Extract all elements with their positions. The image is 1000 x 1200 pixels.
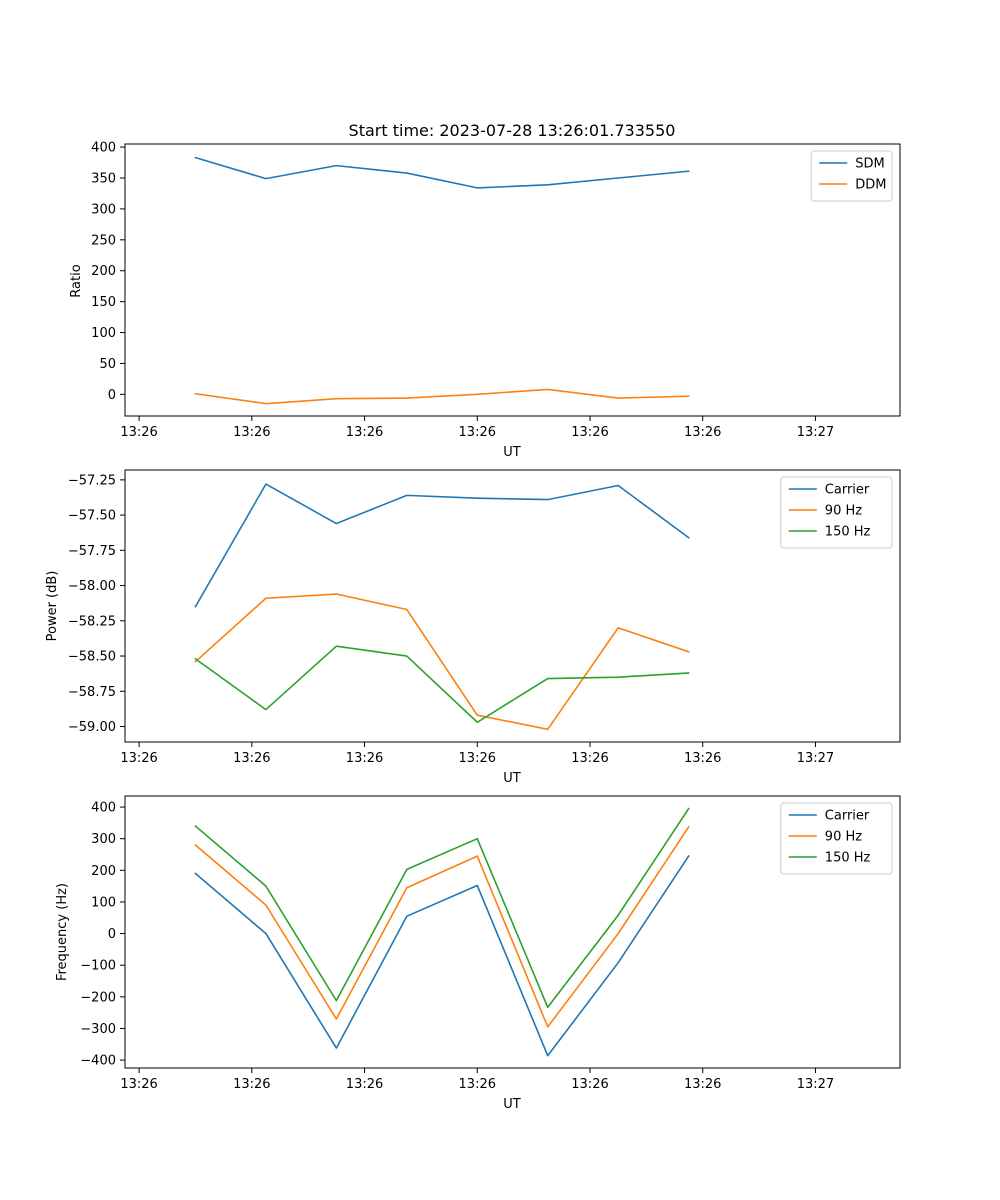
y-tick-label: 150 — [91, 295, 116, 310]
y-tick-label: 50 — [99, 357, 116, 372]
x-tick-label: 13:26 — [233, 751, 270, 766]
x-tick-label: 13:26 — [120, 751, 157, 766]
y-tick-label: 300 — [91, 202, 116, 217]
legend: Carrier 90 Hz 150 Hz — [780, 802, 893, 875]
legend: Carrier 90 Hz 150 Hz — [780, 476, 893, 549]
y-tick-label: 200 — [91, 864, 116, 879]
x-tick-label: 13:26 — [346, 1077, 383, 1092]
y-tick-label: −58.25 — [68, 614, 116, 629]
legend-label: SDM — [855, 157, 884, 172]
x-tick-label: 13:26 — [346, 425, 383, 440]
y-axis-label: Power (dB) — [45, 571, 60, 642]
x-tick-label: 13:26 — [233, 1077, 270, 1092]
axes-frame — [124, 469, 901, 743]
y-tick-label: −58.75 — [68, 685, 116, 700]
x-axis-label: UT — [503, 771, 521, 786]
x-tick-label: 13:26 — [571, 751, 608, 766]
series-line-150-hz — [194, 645, 690, 724]
axes-frame — [124, 143, 901, 417]
y-tick-label: −58.00 — [68, 579, 116, 594]
series-line-sdm — [194, 156, 690, 189]
series-line-90-hz — [194, 593, 690, 731]
y-axis-label: Frequency (Hz) — [55, 883, 70, 981]
legend-label: DDM — [855, 178, 886, 193]
legend-label: Carrier — [825, 809, 870, 824]
x-tick-label: 13:26 — [571, 1077, 608, 1092]
y-tick-label: 350 — [91, 172, 116, 187]
y-tick-label: 100 — [91, 326, 116, 341]
axes-frame — [124, 795, 901, 1069]
y-tick-label: 250 — [91, 233, 116, 248]
x-tick-label: 13:26 — [684, 751, 721, 766]
y-tick-label: −59.00 — [68, 720, 116, 735]
y-tick-label: 0 — [108, 388, 116, 403]
y-tick-label: 100 — [91, 895, 116, 910]
legend: SDM DDM — [810, 150, 893, 202]
x-tick-label: 13:26 — [120, 425, 157, 440]
x-tick-label: 13:27 — [797, 1077, 834, 1092]
x-tick-label: 13:26 — [684, 1077, 721, 1092]
x-tick-label: 13:26 — [120, 1077, 157, 1092]
legend-label: 90 Hz — [825, 830, 862, 845]
y-tick-label: −400 — [80, 1054, 116, 1069]
series-line-carrier — [194, 854, 690, 1057]
x-tick-label: 13:26 — [459, 1077, 496, 1092]
series-line-ddm — [194, 388, 690, 405]
y-tick-label: 0 — [108, 927, 116, 942]
y-tick-label: −57.25 — [68, 473, 116, 488]
x-axis-label: UT — [503, 445, 521, 460]
y-tick-label: −100 — [80, 959, 116, 974]
y-tick-label: 400 — [91, 141, 116, 156]
y-axis-label: Ratio — [69, 264, 84, 297]
x-tick-label: 13:27 — [797, 751, 834, 766]
x-tick-label: 13:27 — [797, 425, 834, 440]
x-tick-label: 13:26 — [233, 425, 270, 440]
series-line-90-hz — [194, 825, 690, 1028]
y-tick-label: −57.75 — [68, 544, 116, 559]
legend-label: 90 Hz — [825, 504, 862, 519]
ratio-panel: Start time: 2023-07-28 13:26:01.733550 U… — [69, 121, 901, 460]
x-tick-label: 13:26 — [346, 751, 383, 766]
y-tick-label: −58.50 — [68, 650, 116, 665]
x-tick-label: 13:26 — [459, 751, 496, 766]
x-tick-label: 13:26 — [684, 425, 721, 440]
series-line-150-hz — [194, 807, 690, 1009]
y-tick-label: −300 — [80, 1022, 116, 1037]
legend-label: 150 Hz — [825, 525, 871, 540]
frequency-panel: UT Frequency (Hz) 13:26 13:26 13:26 13:26 13… — [55, 795, 901, 1112]
x-tick-label: 13:26 — [571, 425, 608, 440]
y-tick-label: 200 — [91, 264, 116, 279]
y-tick-label: −200 — [80, 990, 116, 1005]
power-panel: UT Power (dB) 13:26 13:26 13:26 13:26 13:26 1… — [45, 469, 901, 786]
y-tick-label: 400 — [91, 801, 116, 816]
y-tick-label: −57.50 — [68, 509, 116, 524]
series-line-carrier — [194, 483, 690, 608]
y-tick-label: 300 — [91, 832, 116, 847]
legend-label: Carrier — [825, 483, 870, 498]
legend-label: 150 Hz — [825, 851, 871, 866]
x-axis-label: UT — [503, 1097, 521, 1112]
chart-title: Start time: 2023-07-28 13:26:01.733550 — [349, 121, 676, 140]
x-tick-label: 13:26 — [459, 425, 496, 440]
